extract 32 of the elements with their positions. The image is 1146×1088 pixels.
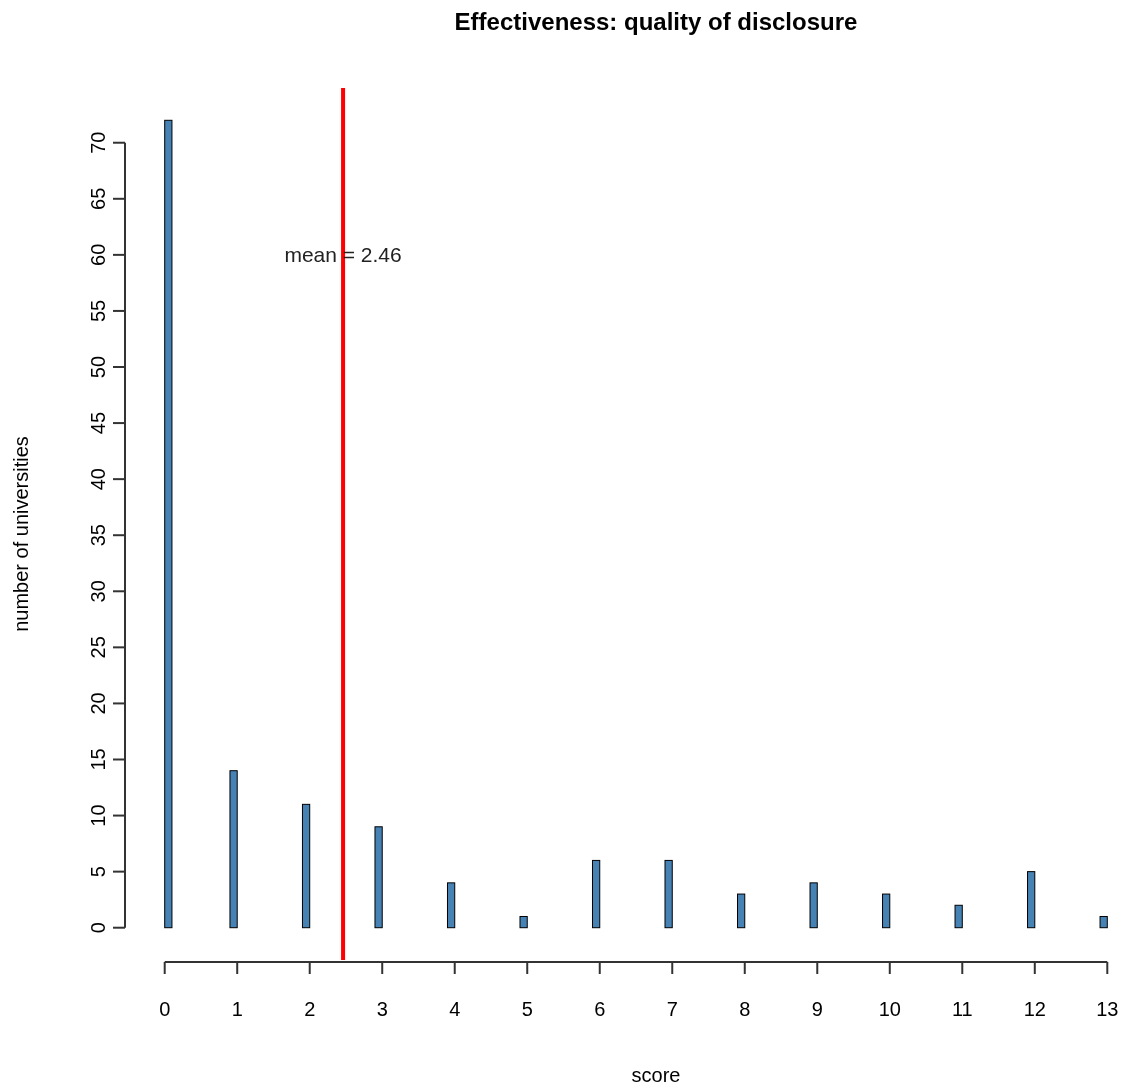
y-tick-label: 25 bbox=[87, 636, 109, 659]
x-tick-label: 13 bbox=[1096, 998, 1119, 1020]
x-tick-label: 9 bbox=[811, 998, 823, 1020]
x-tick-label: 12 bbox=[1023, 998, 1046, 1020]
y-tick-label: 65 bbox=[87, 187, 109, 210]
x-tick-label: 7 bbox=[666, 998, 678, 1020]
y-tick-label: 20 bbox=[87, 692, 109, 715]
x-axis-title: score bbox=[631, 1064, 681, 1086]
x-tick-label: 6 bbox=[594, 998, 606, 1020]
x-tick-label: 5 bbox=[521, 998, 533, 1020]
y-tick-label: 15 bbox=[87, 748, 109, 771]
y-tick-label: 5 bbox=[87, 866, 109, 878]
y-tick-label: 45 bbox=[87, 411, 109, 435]
y-tick-label: 50 bbox=[87, 355, 109, 379]
y-tick-label: 55 bbox=[87, 299, 109, 323]
y-tick-label: 40 bbox=[87, 468, 109, 491]
y-tick-label: 30 bbox=[87, 580, 109, 603]
y-tick-label: 70 bbox=[87, 131, 109, 154]
x-tick-label: 8 bbox=[739, 998, 751, 1020]
y-tick-label: 0 bbox=[87, 922, 109, 934]
y-tick-label: 60 bbox=[87, 243, 109, 266]
x-tick-label: 3 bbox=[376, 998, 388, 1020]
x-tick-label: 11 bbox=[951, 998, 973, 1020]
y-axis-title: number of universities bbox=[10, 436, 32, 632]
x-tick-label: 10 bbox=[878, 998, 901, 1020]
x-tick-label: 2 bbox=[304, 998, 316, 1020]
x-tick-label: 1 bbox=[231, 998, 243, 1020]
y-tick-label: 10 bbox=[87, 804, 109, 827]
x-tick-label: 0 bbox=[159, 998, 171, 1020]
y-tick-label: 35 bbox=[87, 524, 109, 547]
chart-title: Effectiveness: quality of disclosure bbox=[454, 8, 858, 35]
x-tick-label: 4 bbox=[449, 998, 461, 1020]
